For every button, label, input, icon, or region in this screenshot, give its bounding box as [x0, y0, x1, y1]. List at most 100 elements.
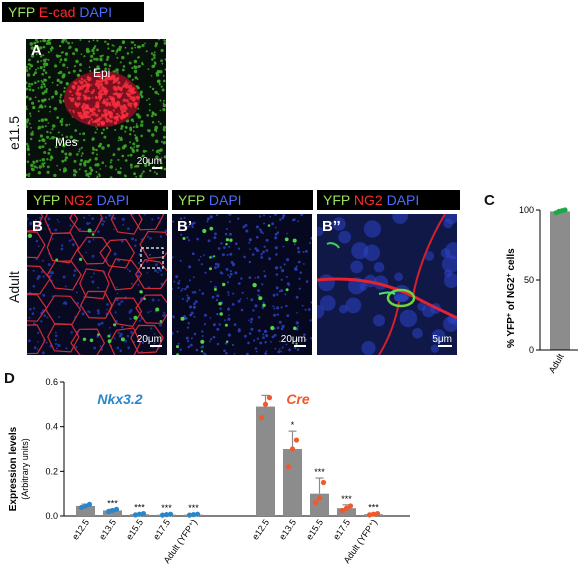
panel-a-header: YFP E-cad DAPI [2, 2, 144, 22]
x-tick-label: e12.5 [70, 517, 91, 541]
data-point [293, 437, 300, 443]
x-tick-label: e13.5 [97, 517, 118, 541]
y-tick-label: 0.2 [45, 466, 58, 476]
data-point [320, 479, 327, 486]
data-point [289, 446, 296, 452]
data-point [190, 512, 197, 518]
data-point [347, 503, 354, 509]
panel-b2-header: YFP NG2 DAPI [317, 190, 460, 210]
y-tick-label: 0 [529, 345, 534, 355]
panel-d-letter: D [4, 370, 15, 387]
data-point [105, 508, 112, 515]
y-tick-label: 100 [519, 205, 534, 215]
bar [337, 508, 356, 516]
scale-label-b: 20μm [136, 334, 162, 345]
y-tick-label: 0.0 [45, 511, 58, 521]
mes-label: Mes [55, 135, 78, 149]
data-point [186, 512, 193, 518]
data-point [285, 464, 292, 470]
data-point [312, 500, 319, 506]
scale-bar-b-double-prime: 5μm [414, 334, 452, 347]
data-point [316, 495, 323, 501]
data-point [562, 207, 568, 213]
data-point [374, 510, 381, 517]
data-point [136, 511, 143, 517]
data-point [109, 507, 116, 514]
scale-bar-a: 20μm [128, 156, 162, 169]
scale-bar-b: 20μm [124, 334, 162, 347]
significance-label: *** [161, 503, 172, 513]
x-tick-label: e17.5 [331, 517, 352, 541]
micrograph-b [27, 214, 167, 355]
bar [256, 406, 275, 516]
panel-b-prime-letter: B’ [177, 218, 192, 235]
y-axis-label: % YFP+ of NG2+ cells [506, 248, 518, 348]
scale-label-b-prime: 20μm [280, 334, 306, 345]
y-tick-label: 50 [524, 275, 534, 285]
data-point [82, 503, 89, 509]
micrograph-b-double-prime [317, 214, 457, 355]
data-point [140, 510, 147, 517]
x-tick-label: Adult [547, 352, 566, 375]
stage-label-e11-5: e11.5 [6, 116, 22, 150]
y-tick-label: 0.4 [45, 422, 58, 432]
dapi-label: DAPI [386, 192, 420, 208]
scale-label-b-double-prime: 5μm [432, 334, 452, 345]
data-point [266, 395, 273, 401]
y-axis-label-2: (Arbitrary units) [20, 438, 30, 500]
bar [310, 493, 329, 516]
bar [76, 505, 95, 516]
x-tick-label: e12.5 [250, 517, 271, 541]
scale-bar-b-prime: 20μm [268, 334, 306, 347]
ecad-label: E-cad [38, 4, 76, 20]
panel-a-letter: A [31, 42, 42, 59]
data-point [86, 501, 93, 507]
ng2-label: NG2 [63, 192, 93, 208]
dapi-label: DAPI [96, 192, 130, 208]
stage-label-adult: Adult [6, 271, 22, 303]
significance-label: *** [341, 494, 352, 504]
data-point [343, 505, 350, 511]
data-point [113, 506, 120, 512]
data-point [194, 511, 201, 517]
data-point [78, 504, 85, 511]
series-title-1: Cre [286, 391, 310, 407]
dapi-label: DAPI [79, 4, 113, 20]
data-point [258, 415, 265, 421]
panel-b-double-prime-letter: B’’ [322, 218, 341, 235]
significance-label: *** [134, 503, 145, 513]
y-tick-label: 0.6 [45, 377, 58, 387]
data-point [262, 401, 269, 407]
x-tick-label: e15.5 [124, 517, 145, 541]
significance-label: *** [368, 502, 379, 512]
chart-c: 0 50 100 % YFP+ of NG2+ cells Adult [506, 205, 578, 375]
x-tick-label: e17.5 [151, 517, 172, 541]
panel-b1-header: YFP DAPI [172, 190, 313, 210]
bar [103, 510, 122, 516]
significance-label: * [291, 420, 295, 430]
dapi-label: DAPI [208, 192, 242, 208]
significance-label: *** [188, 503, 199, 513]
scale-label-a: 20μm [136, 156, 162, 167]
data-point [167, 511, 174, 517]
panel-c-letter: C [484, 192, 495, 209]
data-point [339, 507, 346, 514]
data-point [159, 512, 166, 518]
yfp-label: YFP [33, 192, 60, 208]
series-title-0: Nkx3.2 [97, 391, 142, 407]
bar-adult [550, 211, 570, 350]
significance-label: *** [314, 467, 325, 477]
data-point [132, 512, 139, 518]
data-point [366, 512, 373, 518]
yfp-label: YFP [8, 4, 35, 20]
x-tick-label: e15.5 [304, 517, 325, 541]
yfp-label: YFP [178, 192, 205, 208]
x-tick-label: e13.5 [277, 517, 298, 541]
ng2-label: NG2 [353, 192, 383, 208]
data-point [163, 512, 170, 518]
yfp-label: YFP [323, 192, 350, 208]
panel-b-header: YFP NG2 DAPI [27, 190, 168, 210]
micrograph-a [26, 39, 166, 178]
epi-label: Epi [93, 66, 111, 80]
panel-b-letter: B [32, 218, 43, 235]
